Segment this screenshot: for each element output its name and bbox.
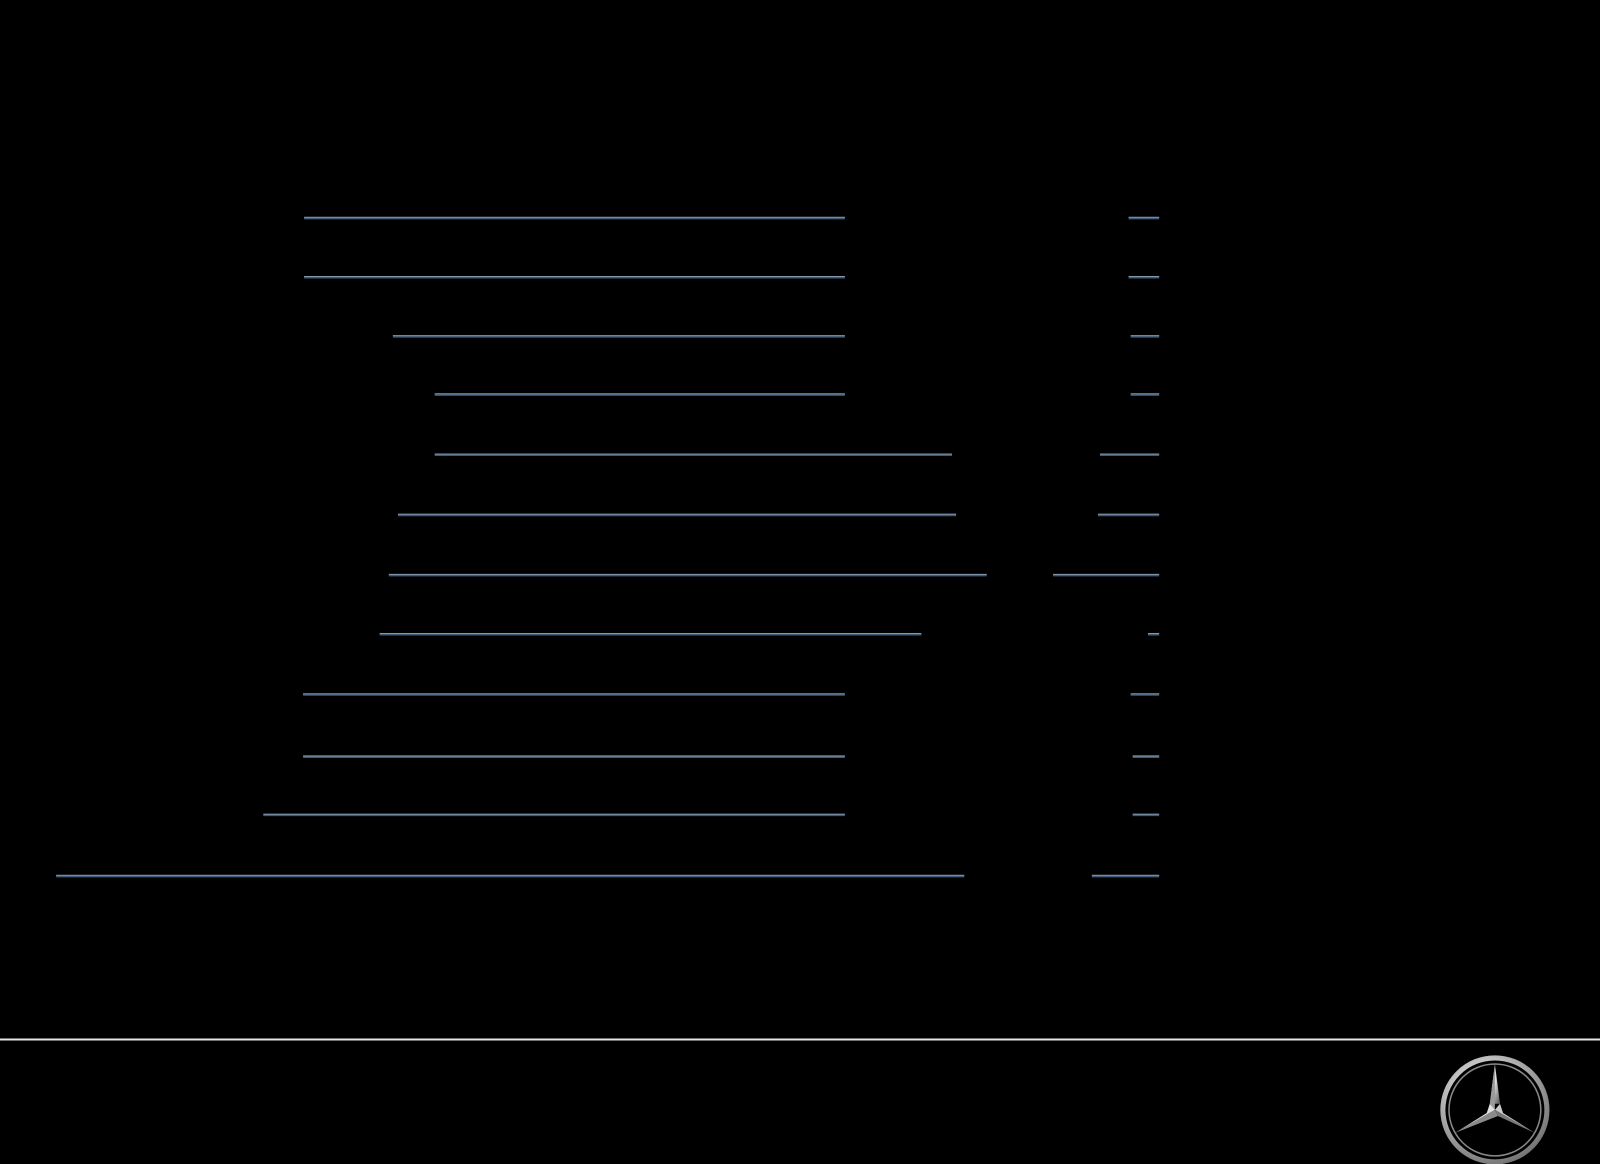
line-pattern bbox=[56, 94, 1160, 984]
mercedes-benz-star-logo-icon bbox=[1440, 1055, 1550, 1164]
